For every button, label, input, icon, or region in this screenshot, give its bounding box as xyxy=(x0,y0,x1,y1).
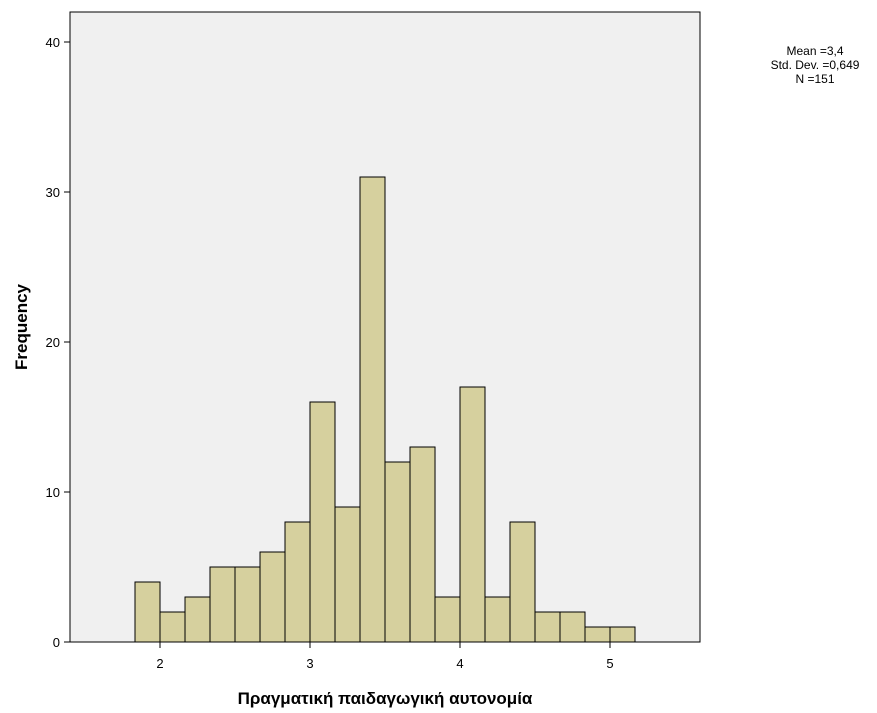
y-tick-label: 20 xyxy=(46,335,60,350)
histogram-bar xyxy=(584,626,611,643)
histogram-bar xyxy=(134,581,161,643)
histogram-bar xyxy=(459,386,486,643)
histogram-bar xyxy=(359,176,386,643)
histogram-bar xyxy=(234,566,261,643)
histogram-bar xyxy=(259,551,286,643)
x-tick-label: 4 xyxy=(456,656,463,671)
y-tick-label: 0 xyxy=(53,635,60,650)
histogram-bar xyxy=(509,521,536,643)
bars-layer xyxy=(134,176,636,643)
histogram-bar xyxy=(409,446,436,643)
histogram-bar xyxy=(184,596,211,643)
x-tick-label: 3 xyxy=(306,656,313,671)
histogram-bar xyxy=(609,626,636,643)
x-tick-label: 2 xyxy=(156,656,163,671)
y-tick-label: 10 xyxy=(46,485,60,500)
x-axis: 2 3 4 5 xyxy=(156,642,614,671)
x-axis-title: Πραγματική παιδαγωγική αυτονομία xyxy=(238,689,533,708)
stats-n: N =151 xyxy=(795,72,834,86)
histogram-bar xyxy=(334,506,361,643)
histogram-bar xyxy=(209,566,236,643)
histogram-bar xyxy=(534,611,561,643)
y-axis: 0 10 20 30 40 xyxy=(46,35,70,650)
histogram-bar xyxy=(284,521,311,643)
stats-mean: Mean =3,4 xyxy=(786,44,843,58)
x-tick-label: 5 xyxy=(606,656,613,671)
stats-std-dev: Std. Dev. =0,649 xyxy=(771,58,860,72)
plot-frame xyxy=(69,11,701,643)
stats-annotation: Mean =3,4 Std. Dev. =0,649 N =151 xyxy=(771,44,860,86)
histogram-bar xyxy=(159,611,186,643)
histogram-bar xyxy=(434,596,461,643)
y-tick-label: 40 xyxy=(46,35,60,50)
histogram-bar xyxy=(384,461,411,643)
y-axis-title: Frequency xyxy=(12,283,31,370)
histogram-bar xyxy=(309,401,336,643)
y-tick-label: 30 xyxy=(46,185,60,200)
histogram-bar xyxy=(484,596,511,643)
histogram-bar xyxy=(559,611,586,643)
